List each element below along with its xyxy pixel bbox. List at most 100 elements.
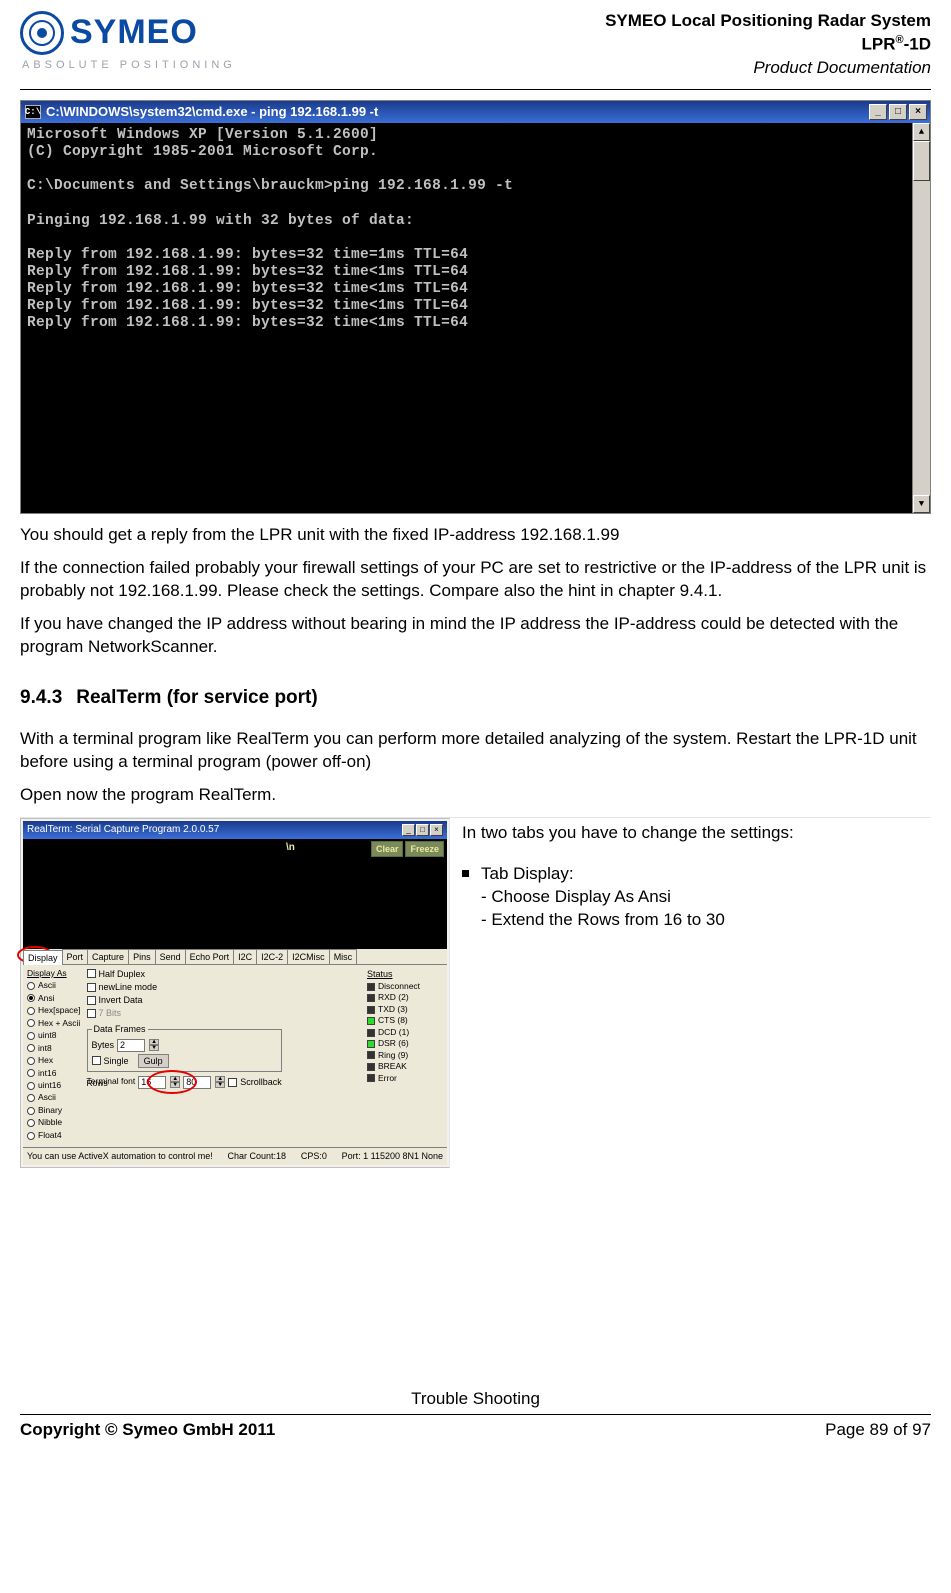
data-frames-legend: Data Frames (92, 1023, 148, 1035)
statusbar-left: You can use ActiveX automation to contro… (27, 1150, 213, 1162)
radio-ascii[interactable]: Ascii (27, 980, 81, 991)
header-rule (20, 89, 931, 90)
status-disconnect: Disconnect (367, 981, 443, 992)
realterm-section: RealTerm: Serial Capture Program 2.0.0.5… (20, 817, 931, 1167)
tab-port[interactable]: Port (62, 949, 89, 964)
paragraph-3: If you have changed the IP address witho… (20, 613, 931, 659)
tab-capture[interactable]: Capture (87, 949, 129, 964)
paragraph-5: Open now the program RealTerm. (20, 784, 931, 807)
clear-button[interactable]: Clear (371, 841, 404, 857)
cmd-icon: C:\ (25, 105, 41, 119)
maximize-button[interactable]: □ (889, 104, 907, 120)
cmd-title: C:\WINDOWS\system32\cmd.exe - ping 192.1… (46, 103, 378, 121)
radio-int16[interactable]: int16 (27, 1068, 81, 1079)
realterm-tabs: Display Port Capture Pins Send Echo Port… (23, 949, 447, 965)
chk-single[interactable]: Single Gulp (92, 1054, 277, 1068)
radio-int8[interactable]: int8 (27, 1043, 81, 1054)
status-error: Error (367, 1073, 443, 1084)
chk-invert[interactable]: Invert Data (87, 994, 282, 1006)
status-txd: TXD (3) (367, 1004, 443, 1015)
footer-page: Page 89 of 97 (825, 1419, 931, 1442)
options-column: Half Duplex newLine mode Invert Data 7 B… (87, 968, 282, 1142)
radio-ascii2[interactable]: Ascii (27, 1092, 81, 1103)
status-ring: Ring (9) (367, 1050, 443, 1061)
close-button[interactable]: × (909, 104, 927, 120)
bytes-label: Bytes (92, 1039, 115, 1051)
rt-close-button[interactable]: × (430, 824, 443, 836)
tab-i2cmisc[interactable]: I2CMisc (287, 949, 330, 964)
section-title: RealTerm (for service port) (76, 687, 317, 708)
radio-hexascii[interactable]: Hex + Ascii (27, 1018, 81, 1029)
footer-copyright: Copyright © Symeo GmbH 2011 (20, 1419, 275, 1442)
statusbar-chars: Char Count:18 (228, 1150, 287, 1162)
header-title-2b: -1D (904, 35, 931, 54)
minimize-button[interactable]: _ (869, 104, 887, 120)
header-right: SYMEO Local Positioning Radar System LPR… (605, 10, 931, 79)
tab-display[interactable]: Display (23, 950, 63, 965)
instruction-intro: In two tabs you have to change the setti… (462, 822, 931, 845)
paragraph-2: If the connection failed probably your f… (20, 557, 931, 603)
realterm-titlebar[interactable]: RealTerm: Serial Capture Program 2.0.0.5… (23, 821, 447, 839)
bytes-spinner[interactable]: ▲▼ (149, 1039, 159, 1051)
rows-label: Rows (87, 1078, 282, 1089)
radio-hexspace[interactable]: Hex[space] (27, 1005, 81, 1016)
gulp-button[interactable]: Gulp (138, 1054, 169, 1068)
tab-echoport[interactable]: Echo Port (185, 949, 235, 964)
logo-text: SYMEO (70, 10, 198, 56)
status-column: Status Disconnect RXD (2) TXD (3) CTS (8… (367, 968, 443, 1142)
realterm-display-panel: Display As Ascii Ansi Hex[space] Hex + A… (23, 965, 447, 1148)
radio-uint16[interactable]: uint16 (27, 1080, 81, 1091)
status-title: Status (367, 968, 443, 980)
tab-i2c2[interactable]: I2C-2 (256, 949, 288, 964)
newline-label: \n (286, 841, 295, 855)
scroll-track[interactable] (913, 181, 930, 495)
header-title-sup: ® (895, 34, 903, 46)
tab-i2c[interactable]: I2C (233, 949, 257, 964)
status-rxd: RXD (2) (367, 992, 443, 1003)
logo-subtitle: ABSOLUTE POSITIONING (22, 58, 236, 73)
status-dcd: DCD (1) (367, 1027, 443, 1038)
bullet-icon (462, 870, 469, 877)
cmd-window: C:\ C:\WINDOWS\system32\cmd.exe - ping 1… (20, 100, 931, 514)
chk-7bits[interactable]: 7 Bits (87, 1007, 282, 1019)
freeze-button[interactable]: Freeze (405, 841, 444, 857)
header-title-2: LPR®-1D (605, 33, 931, 57)
bytes-input[interactable]: 2 (117, 1039, 145, 1052)
page-header: SYMEO ABSOLUTE POSITIONING SYMEO Local P… (20, 10, 931, 85)
radio-uint8[interactable]: uint8 (27, 1030, 81, 1041)
tab-send[interactable]: Send (155, 949, 186, 964)
section-heading: 9.4.3 RealTerm (for service port) (20, 685, 931, 711)
bullet-label: Tab Display: (481, 863, 725, 886)
realterm-title: RealTerm: Serial Capture Program 2.0.0.5… (27, 823, 219, 837)
instruction-bullet: Tab Display: Choose Display As Ansi Exte… (462, 863, 931, 932)
display-as-radios: Display As Ascii Ansi Hex[space] Hex + A… (27, 968, 81, 1142)
header-title-3: Product Documentation (605, 57, 931, 80)
realterm-terminal-area[interactable]: \n Clear Freeze (23, 839, 447, 949)
tab-pins[interactable]: Pins (128, 949, 156, 964)
cmd-titlebar[interactable]: C:\ C:\WINDOWS\system32\cmd.exe - ping 1… (21, 101, 930, 123)
radio-hex[interactable]: Hex (27, 1055, 81, 1066)
radio-nibble[interactable]: Nibble (27, 1117, 81, 1128)
radio-float4[interactable]: Float4 (27, 1130, 81, 1141)
footer-center: Trouble Shooting (20, 1388, 931, 1411)
display-as-label: Display As (27, 968, 81, 979)
scroll-down-button[interactable]: ▼ (913, 495, 930, 513)
rt-maximize-button[interactable]: □ (416, 824, 429, 836)
chk-newline[interactable]: newLine mode (87, 981, 282, 993)
section-number: 9.4.3 (20, 685, 62, 711)
cmd-scrollbar[interactable]: ▲ ▼ (912, 123, 930, 513)
tab-misc[interactable]: Misc (329, 949, 358, 964)
instructions-column: In two tabs you have to change the setti… (462, 818, 931, 1167)
scroll-thumb[interactable] (913, 141, 930, 181)
header-title-2a: LPR (861, 35, 895, 54)
paragraph-1: You should get a reply from the LPR unit… (20, 524, 931, 547)
chk-halfduplex[interactable]: Half Duplex (87, 968, 282, 980)
paragraph-4: With a terminal program like RealTerm yo… (20, 728, 931, 774)
scroll-up-button[interactable]: ▲ (913, 123, 930, 141)
realterm-statusbar: You can use ActiveX automation to contro… (23, 1147, 447, 1164)
rt-minimize-button[interactable]: _ (402, 824, 415, 836)
cmd-output[interactable]: Microsoft Windows XP [Version 5.1.2600] … (21, 123, 912, 513)
radio-ansi[interactable]: Ansi (27, 993, 81, 1004)
radio-binary[interactable]: Binary (27, 1105, 81, 1116)
sub-items: Choose Display As Ansi Extend the Rows f… (481, 886, 725, 932)
